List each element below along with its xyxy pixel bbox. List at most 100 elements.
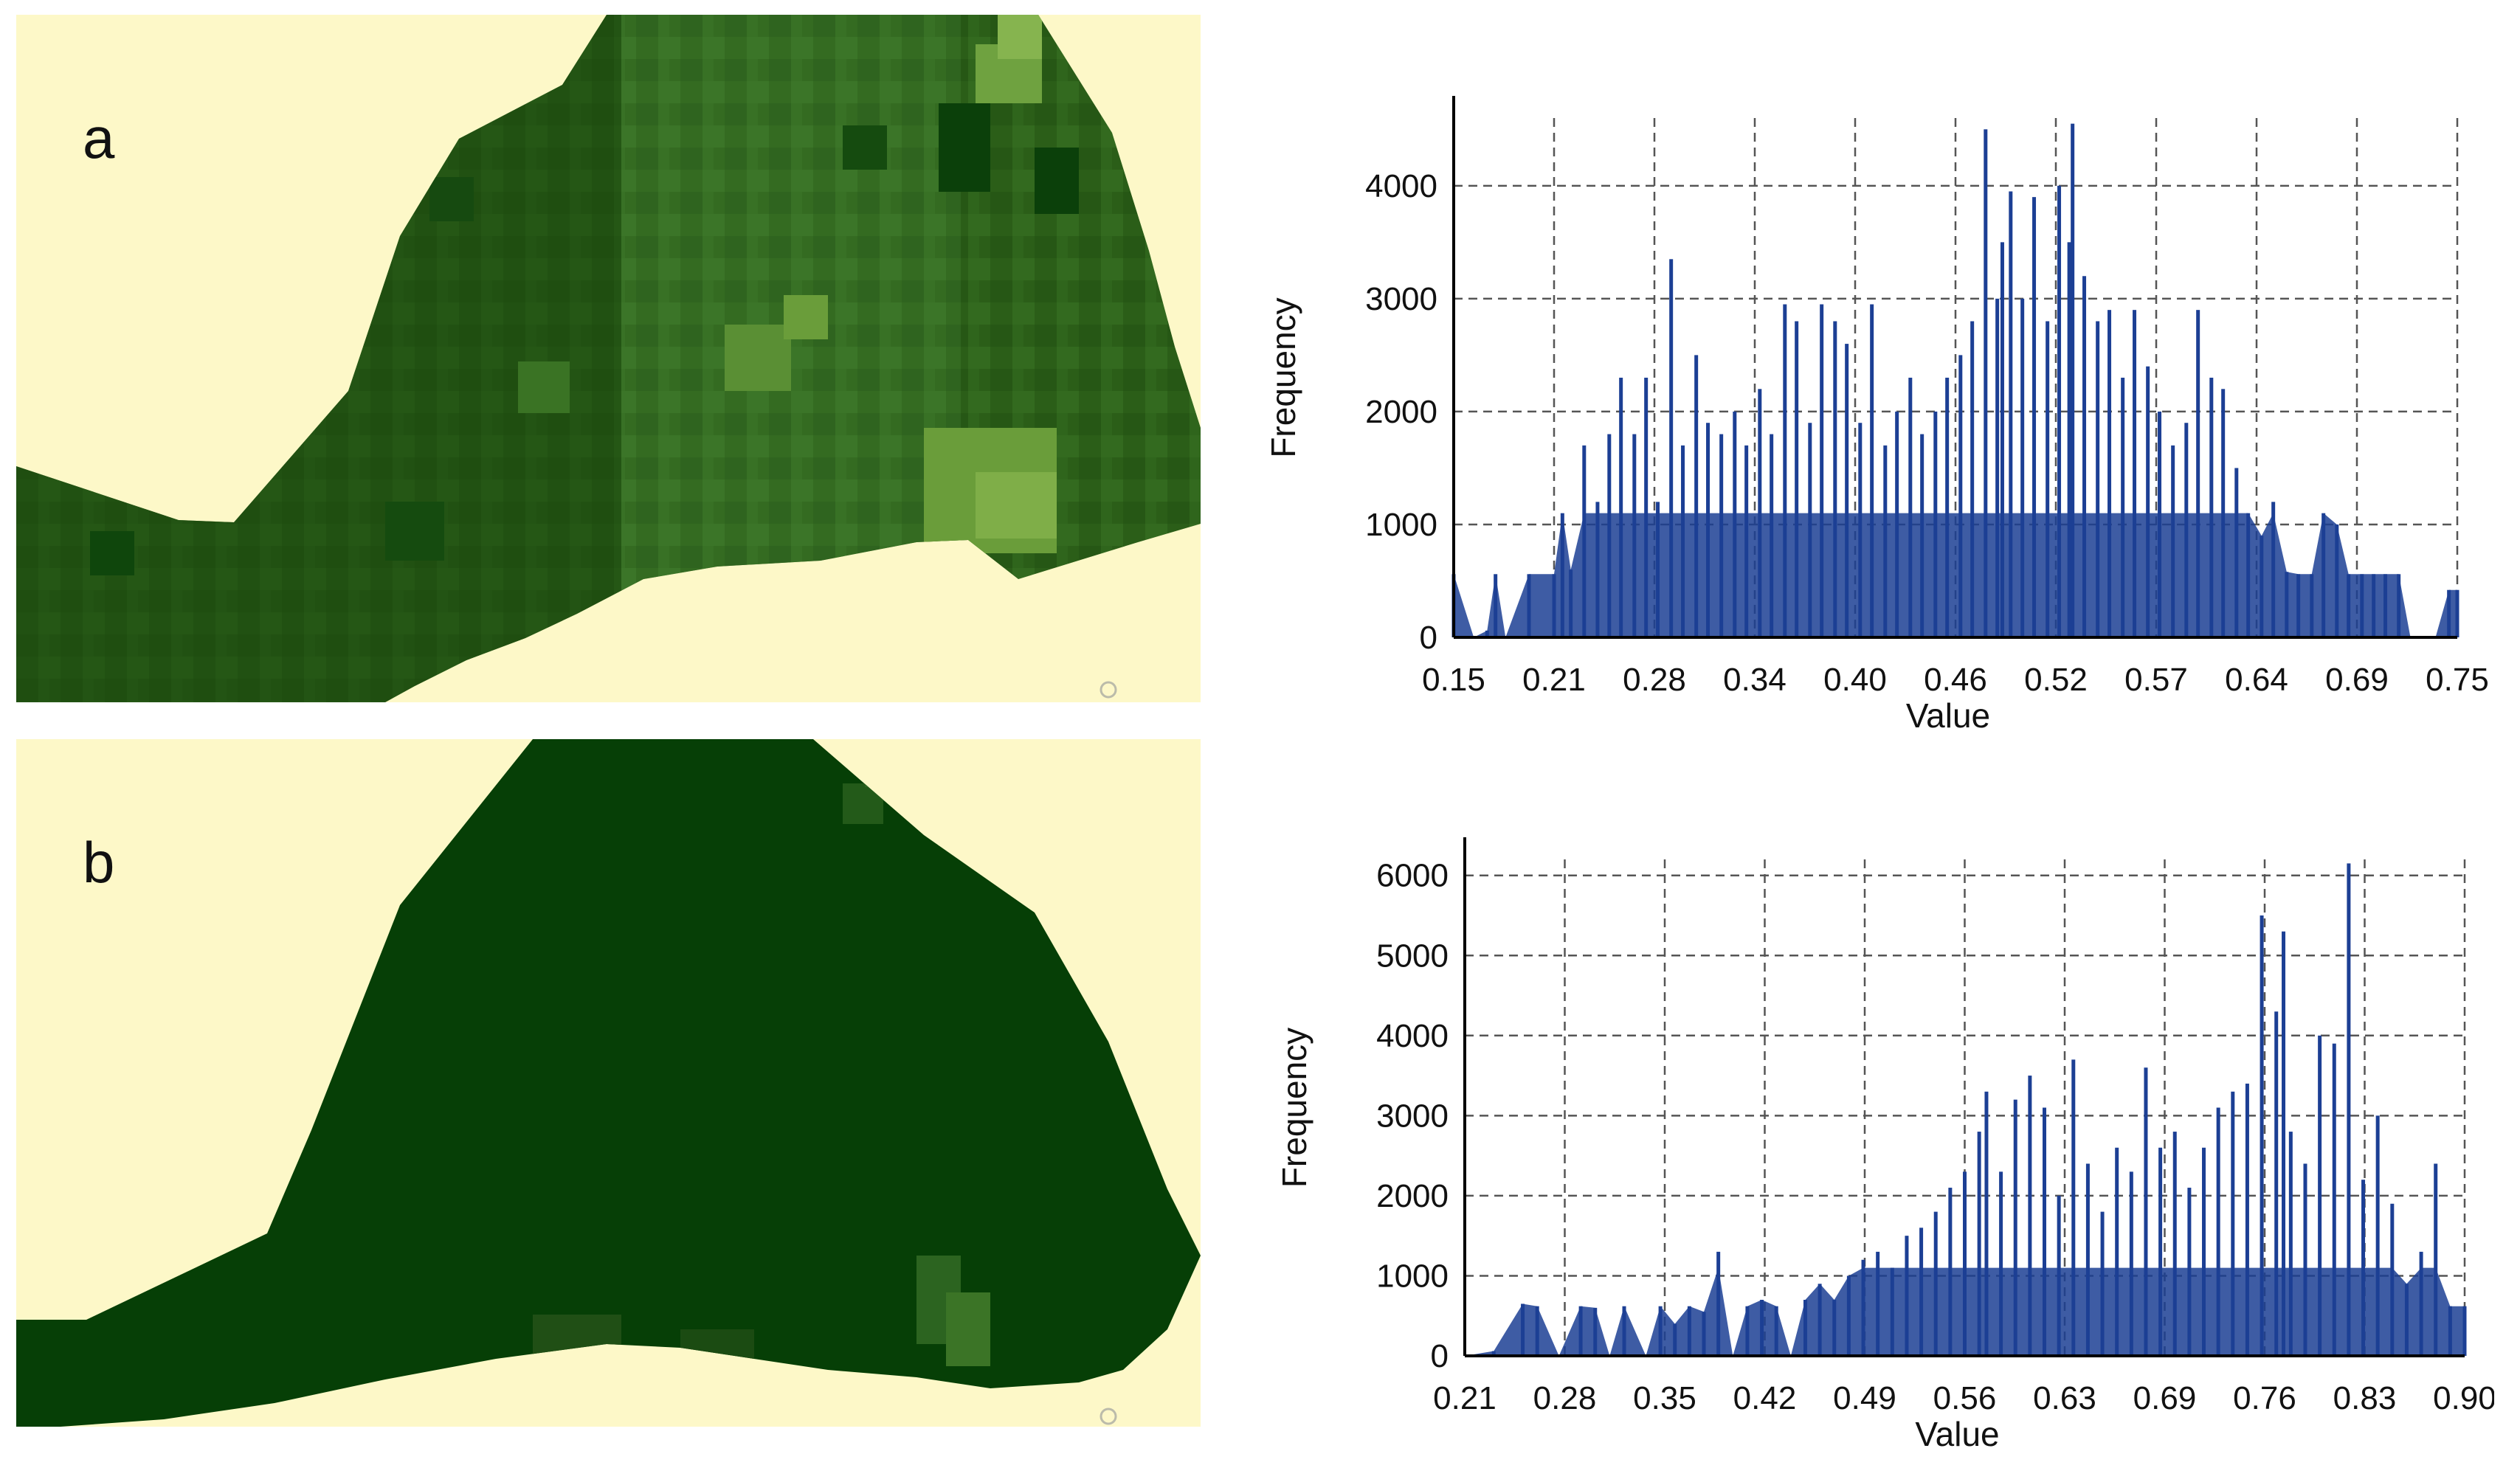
histogram-bar bbox=[2115, 1147, 2119, 1356]
histogram-bar bbox=[2282, 931, 2286, 1356]
x-tick-label: 0.28 bbox=[1623, 662, 1686, 698]
histogram-bar bbox=[2071, 123, 2075, 638]
histogram-bar bbox=[2216, 1107, 2220, 1356]
y-axis-label: Frequency bbox=[1275, 1028, 1313, 1188]
histogram-bar bbox=[2196, 310, 2200, 637]
histogram-bar bbox=[1845, 344, 1849, 637]
x-tick-label: 0.40 bbox=[1823, 662, 1887, 698]
map-panel-a bbox=[16, 15, 1201, 702]
histogram-bar bbox=[1619, 378, 1623, 637]
histogram-bar bbox=[1945, 378, 1950, 637]
histogram-bar bbox=[2172, 1132, 2177, 1356]
histogram-bar bbox=[2133, 310, 2137, 637]
histogram-bar bbox=[1970, 321, 1975, 637]
histogram-b: 0.21 0.28 0.35 0.42 0.49 0.56 0.63 0.69 0.76 0.83… bbox=[1275, 837, 2494, 1453]
histogram-bar bbox=[2158, 1147, 2163, 1356]
panel-label-b: b bbox=[83, 830, 115, 895]
x-tick-label: 0.76 bbox=[2233, 1380, 2296, 1416]
histogram-bar bbox=[2085, 1163, 2090, 1356]
histogram-bar bbox=[1977, 1132, 1981, 1356]
histogram-bar bbox=[1963, 1171, 1967, 1356]
x-tick-label: 0.90 bbox=[2433, 1380, 2494, 1416]
histogram-bar bbox=[2067, 242, 2071, 637]
histogram-body bbox=[1454, 513, 2457, 637]
histogram-bar bbox=[1783, 304, 1787, 637]
map-panel-b bbox=[16, 739, 1201, 1427]
x-tick-label: 0.21 bbox=[1433, 1380, 1497, 1416]
x-tick-label: 0.83 bbox=[2333, 1380, 2397, 1416]
histogram-a: 0.15 0.21 0.28 0.34 0.40 0.46 0.52 0.57 0.64 0.69… bbox=[1264, 96, 2489, 735]
histogram-bar bbox=[2108, 310, 2112, 637]
histogram-bar bbox=[2202, 1147, 2206, 1356]
histogram-bar bbox=[2209, 378, 2214, 637]
histogram-bar bbox=[2043, 1107, 2047, 1356]
histogram-bar bbox=[2032, 197, 2037, 637]
histogram-bar bbox=[2129, 1171, 2133, 1356]
x-tick-label: 0.34 bbox=[1723, 662, 1787, 698]
histogram-bar bbox=[1694, 355, 1699, 637]
histogram-bar bbox=[1908, 378, 1913, 637]
x-tick-label: 0.15 bbox=[1422, 662, 1485, 698]
x-tick-label: 0.63 bbox=[2033, 1380, 2096, 1416]
histogram-bar bbox=[2318, 1035, 2322, 1356]
y-axis-label: Frequency bbox=[1264, 297, 1302, 457]
x-tick-label: 0.35 bbox=[1633, 1380, 1696, 1416]
x-tick-label: 0.64 bbox=[2225, 662, 2288, 698]
y-tick-label: 6000 bbox=[1376, 858, 1449, 894]
histogram-bar bbox=[1669, 259, 1674, 638]
y-tick-label: 4000 bbox=[1376, 1018, 1449, 1054]
histogram-bar bbox=[2375, 1115, 2380, 1356]
x-tick-label: 0.46 bbox=[1924, 662, 1987, 698]
histogram-bar bbox=[2000, 242, 2004, 637]
x-tick-label: 0.75 bbox=[2426, 662, 2489, 698]
corner-mark-icon bbox=[1100, 1408, 1117, 1425]
histogram-bar bbox=[2231, 1091, 2235, 1356]
map-b-image bbox=[16, 739, 1201, 1427]
map-b-vegetation bbox=[16, 739, 1201, 1427]
x-axis-label: Value bbox=[1906, 696, 1990, 735]
histogram-bar bbox=[1984, 1091, 1989, 1356]
histogram-bar bbox=[1995, 298, 2000, 637]
histogram-bar bbox=[2146, 366, 2150, 637]
histogram-bar bbox=[2434, 1163, 2438, 1356]
x-tick-label: 0.56 bbox=[1933, 1380, 1997, 1416]
y-tick-label: 3000 bbox=[1365, 281, 1437, 317]
histogram-bar bbox=[1999, 1171, 2003, 1356]
histogram-bar bbox=[2028, 1076, 2032, 1356]
x-tick-label: 0.21 bbox=[1522, 662, 1586, 698]
x-tick-label: 0.69 bbox=[2133, 1380, 2197, 1416]
histogram-bar bbox=[1958, 355, 1963, 637]
x-axis-label: Value bbox=[1915, 1415, 1999, 1453]
histogram-bar bbox=[2245, 1083, 2249, 1356]
x-tick-label: 0.28 bbox=[1533, 1380, 1597, 1416]
y-tick-label: 0 bbox=[1431, 1338, 1449, 1374]
panel-label-a: a bbox=[83, 105, 115, 170]
histogram-bar bbox=[1644, 378, 1649, 637]
y-tick-label: 1000 bbox=[1365, 507, 1437, 543]
y-tick-label: 2000 bbox=[1365, 394, 1437, 430]
map-a-vegetation bbox=[16, 15, 1201, 702]
histogram-bar bbox=[2274, 1011, 2279, 1356]
histogram-bar bbox=[2303, 1163, 2307, 1356]
map-a-image bbox=[16, 15, 1201, 702]
y-tick-label: 5000 bbox=[1376, 938, 1449, 974]
y-tick-label: 1000 bbox=[1376, 1258, 1449, 1294]
x-tick-label: 0.69 bbox=[2325, 662, 2389, 698]
histogram-bar bbox=[1820, 304, 1824, 637]
histogram-bar bbox=[2144, 1067, 2148, 1356]
histogram-bar bbox=[2121, 378, 2125, 637]
histogram-bar bbox=[2071, 1059, 2076, 1356]
histogram-bar bbox=[2096, 321, 2100, 637]
histogram-bar bbox=[2082, 276, 2087, 637]
histogram-bar bbox=[2013, 1099, 2017, 1356]
x-tick-label: 0.49 bbox=[1833, 1380, 1896, 1416]
histogram-bar bbox=[2009, 191, 2013, 637]
histogram-bar bbox=[1833, 321, 1837, 637]
histogram-bar bbox=[2347, 863, 2351, 1356]
histogram-bar bbox=[2260, 915, 2264, 1356]
histogram-bar bbox=[1984, 129, 1988, 638]
bars bbox=[1451, 123, 2459, 638]
histogram-bar bbox=[2288, 1132, 2293, 1356]
histogram-bar bbox=[1870, 304, 1874, 637]
y-tick-label: 2000 bbox=[1376, 1178, 1449, 1214]
